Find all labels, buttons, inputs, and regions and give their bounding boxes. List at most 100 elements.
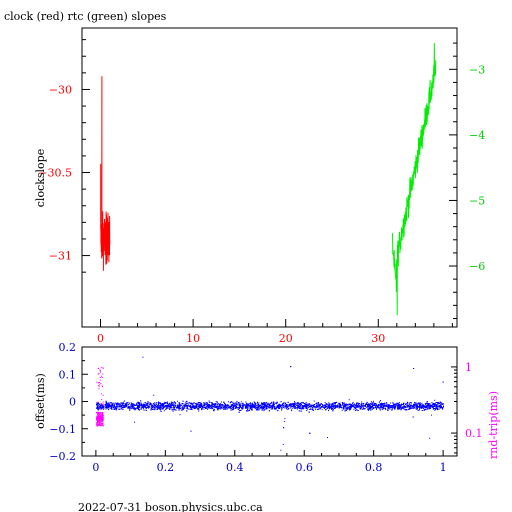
offset-point [107,406,109,407]
top-y-tick-label: −30 [49,83,72,96]
offset-point [307,404,309,406]
offset-point [232,409,234,411]
offset-point [111,405,113,407]
offset-point [242,402,244,404]
offset-point [205,407,206,409]
offset-point [366,403,368,405]
offset-point [373,403,375,405]
offset-point [213,408,215,410]
offset-point [299,405,301,407]
offset-point [299,406,301,407]
offset-point [195,405,196,407]
offset-point [158,401,159,403]
top-x-tick-label: 10 [186,332,200,345]
offset-point [327,406,329,408]
offset-point [289,404,291,406]
offset-point [297,407,299,409]
offset-point [275,408,277,410]
offset-point [186,406,188,408]
offset-point [251,409,253,411]
offset-point [104,404,106,405]
offset-point [206,407,208,409]
offset-point [154,405,156,407]
offset-point [417,409,419,411]
offset-point [362,404,364,406]
offset-point [375,404,377,406]
offset-point [413,403,415,405]
offset-point [439,407,441,409]
offset-point [370,406,372,408]
offset-point [190,405,192,407]
offset-point [184,404,186,406]
offset-point [221,403,223,405]
offset-point [410,402,412,404]
offset-point [319,405,321,407]
offset-point [363,405,365,407]
offset-point [394,403,396,405]
offset-point [138,402,140,404]
offset-point [119,403,121,405]
offset-point [201,406,203,408]
offset-point [242,407,244,409]
offset-point [143,409,145,411]
offset-point [147,401,149,403]
offset-point [105,405,107,407]
offset-point [272,402,274,404]
offset-point [325,404,327,406]
offset-point [329,407,331,408]
offset-point [160,402,162,404]
offset-point [392,402,394,404]
offset-series [96,356,444,451]
offset-point [355,407,357,409]
offset-point [409,407,411,409]
offset-point [277,404,279,406]
offset-point [282,443,284,445]
offset-point [375,405,377,407]
offset-point [158,405,159,407]
offset-point [270,406,272,408]
offset-point [429,403,431,405]
offset-point [148,406,150,407]
offset-point [263,407,265,409]
offset-point [298,403,300,405]
offset-point [369,408,371,410]
offset-point [413,407,415,409]
offset-point [427,407,429,409]
top-y-tick-label: −31 [49,250,72,263]
offset-point [267,402,269,404]
offset-point [307,403,309,405]
offset-point [419,405,421,407]
offset-point [390,408,392,410]
offset-point [371,402,373,404]
offset-point [136,404,138,406]
offset-point [191,402,192,404]
offset-point [161,403,163,405]
offset-point [172,410,174,412]
offset-point [126,402,128,404]
offset-point [236,400,238,402]
offset-point [254,406,255,408]
offset-point [153,394,155,396]
offset-point [163,408,164,410]
offset-point [323,406,325,408]
offset-point [439,402,441,404]
offset-point [250,406,252,407]
offset-point [365,405,366,407]
offset-point [183,406,185,408]
offset-point [292,407,294,409]
offset-point [218,408,220,410]
offset-point [191,403,193,405]
offset-point [425,403,427,405]
offset-point [410,402,412,404]
offset-point [427,404,429,406]
offset-point [132,403,134,405]
offset-point [300,403,302,405]
offset-point [255,406,257,408]
offset-point [306,403,308,405]
offset-point [325,406,327,408]
offset-point [188,408,190,410]
offset-point [227,401,229,403]
offset-point [376,404,377,406]
offset-point [215,404,216,406]
offset-point [105,400,107,402]
